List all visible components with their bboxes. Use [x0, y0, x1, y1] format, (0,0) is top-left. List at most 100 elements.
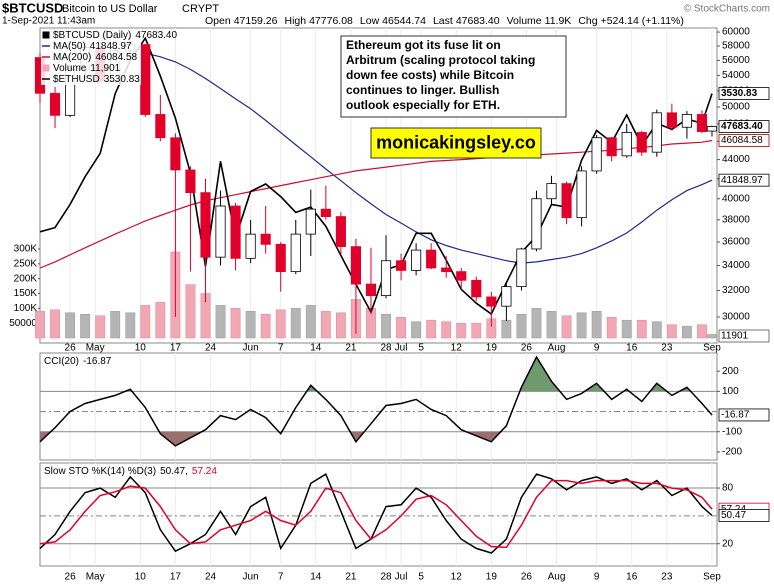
value-badge	[718, 408, 770, 422]
y-tick-label: 80	[722, 483, 734, 494]
volume-bar	[546, 311, 557, 339]
volume-bar	[125, 312, 136, 339]
x-tick-label: Aug	[548, 572, 566, 583]
volume-bar	[561, 315, 572, 339]
credit: © StockCharts.com	[684, 4, 770, 15]
volume-tick-label: 300K	[14, 244, 38, 255]
x-tick-label: 12	[451, 343, 463, 354]
y-tick-label: 44000	[722, 154, 750, 165]
y-tick-label: 200	[722, 366, 739, 377]
x-tick-label: 26	[65, 572, 77, 583]
panel-title: Slow STO %K(14) %D(3) 50.47, 57.24	[44, 466, 217, 477]
quote-value: +524.14 (+1.11%)	[601, 15, 684, 27]
x-tick-label: 19	[486, 572, 498, 583]
x-tick-label: Sep	[703, 343, 721, 354]
x-tick-label: 12	[451, 572, 463, 583]
y-tick-label: 34000	[722, 260, 750, 271]
legend-entry: MA(200) 46084.58	[53, 52, 138, 63]
candle-body	[546, 183, 557, 200]
x-tick-label: 7	[278, 572, 284, 583]
legend-entry: $BTCUSD (Daily) 47683.40	[53, 30, 177, 41]
volume-bar	[697, 324, 707, 339]
candle-body	[170, 137, 181, 171]
y-tick-label: -200	[722, 447, 742, 458]
panel-title-value: 50.47	[160, 466, 185, 477]
legend-name: $ETHUSD	[53, 74, 100, 85]
cci-fill-lower	[40, 431, 712, 446]
y-tick-label: 20	[722, 538, 734, 549]
x-tick-label: 26	[521, 343, 533, 354]
volume-bar	[456, 322, 467, 339]
y-tick-label: 38000	[722, 214, 750, 225]
instrument-name: Bitcoin to US Dollar	[62, 3, 158, 15]
volume-bar	[290, 308, 301, 339]
volume-bar	[441, 321, 452, 339]
legend-swatch	[42, 31, 50, 39]
candle-body	[426, 249, 437, 269]
x-tick-label: 28	[380, 572, 392, 583]
y-tick-label: -100	[722, 426, 742, 437]
annotation-line: down fee costs) while Bitcoin	[346, 68, 514, 82]
y-tick-label: 58000	[722, 41, 750, 52]
x-tick-label: 16	[626, 572, 638, 583]
quote-value: 47776.08	[309, 15, 353, 27]
value-badge-label: -16.87	[721, 410, 750, 421]
volume-bar	[591, 311, 602, 339]
volume-bar	[275, 309, 286, 339]
y-tick-label: 36000	[722, 237, 750, 248]
volume-bar	[636, 319, 647, 339]
volume-bar	[381, 314, 391, 339]
banner-text: monicakingsley.co	[376, 132, 536, 152]
x-tick-label: 21	[345, 572, 357, 583]
value-badge-label: 41848.97	[721, 175, 763, 186]
volume-bar	[35, 311, 45, 339]
y-tick-label: 30000	[722, 312, 750, 323]
candle-body	[501, 286, 512, 307]
x-tick-label: May	[86, 572, 105, 583]
x-tick-label: 28	[380, 343, 392, 354]
symbol: $BTCUSD	[2, 0, 63, 15]
y-tick-label: 60000	[722, 27, 750, 38]
candle-body	[606, 137, 617, 157]
candle-body	[696, 114, 708, 132]
legend-entry: $ETHUSD 3530.83	[53, 74, 140, 85]
legend-entry: Volume 11,901	[53, 63, 121, 74]
volume-tick-label: 250K	[14, 258, 38, 269]
legend-box	[41, 29, 141, 85]
candle-body	[215, 205, 226, 258]
x-tick-label: 10	[135, 572, 147, 583]
volume-bar	[110, 311, 121, 339]
x-tick-label: Jul	[395, 343, 408, 354]
volume-bar	[50, 309, 60, 339]
volume-bar	[320, 311, 331, 339]
panel-title-name: CCI(20)	[44, 356, 79, 367]
overlay-line	[145, 52, 713, 264]
volume-bar	[621, 319, 632, 339]
y-tick-label: 50000	[722, 102, 750, 113]
value-badge-label: 50.47	[721, 510, 746, 521]
x-tick-label: 5	[418, 572, 424, 583]
volume-bar	[396, 316, 406, 339]
volume-bar	[666, 324, 677, 339]
legend-name: MA(200)	[53, 52, 91, 63]
x-tick-label: 24	[205, 572, 217, 583]
y-tick-label: 56000	[722, 55, 750, 66]
y-tick-label: 40000	[722, 193, 750, 204]
x-tick-label: Jul	[395, 572, 408, 583]
quote-label: Low	[360, 15, 380, 27]
volume-tick-label: 100K	[14, 303, 38, 314]
indicator-line	[39, 479, 713, 549]
x-tick-label: 16	[626, 343, 638, 354]
x-tick-label: 9	[594, 572, 600, 583]
candle-body	[245, 233, 256, 259]
value-badge-label: 11901	[721, 331, 749, 342]
annotation-box	[340, 35, 567, 118]
value-badge	[718, 87, 770, 100]
candle-body	[681, 114, 692, 128]
legend-entry: MA(50) 41848.97	[53, 41, 132, 52]
banner-box	[370, 127, 542, 159]
x-tick-label: Aug	[548, 343, 566, 354]
x-tick-label: 5	[418, 343, 424, 354]
volume-bar	[471, 322, 482, 339]
